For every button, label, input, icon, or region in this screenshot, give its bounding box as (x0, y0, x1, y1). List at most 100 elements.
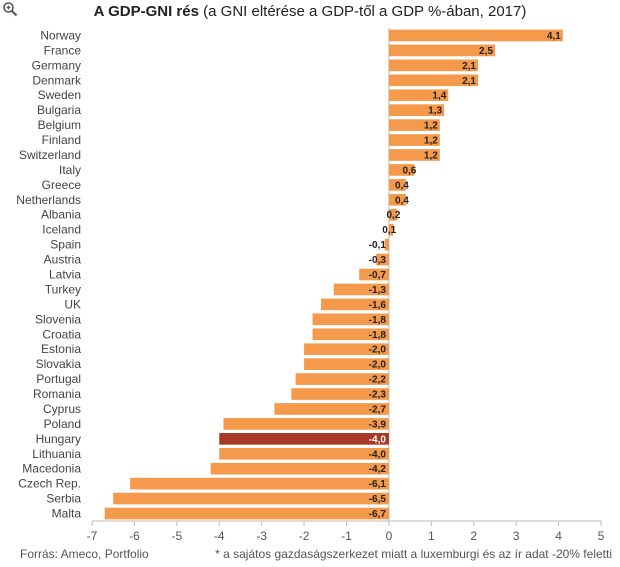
bar (304, 343, 389, 356)
x-tick-label: -4 (214, 529, 225, 543)
data-label: -4,0 (369, 434, 387, 445)
data-label: -6,7 (369, 509, 387, 520)
bar (274, 403, 389, 415)
x-tick-label: 2 (470, 529, 477, 543)
x-tick-label: -6 (129, 529, 140, 543)
bar (388, 74, 478, 87)
data-label: -2,0 (369, 345, 387, 356)
data-label: 0,4 (395, 195, 409, 206)
data-label: 2,1 (462, 76, 476, 87)
data-label: 0,1 (382, 225, 396, 236)
category-label: Slovakia (36, 357, 82, 371)
x-tick-label: 5 (598, 529, 605, 543)
category-label: Norway (40, 28, 81, 42)
category-label: Poland (44, 417, 81, 431)
bar (321, 298, 389, 311)
category-label: Bulgaria (37, 103, 81, 117)
data-label: -6,1 (369, 479, 387, 490)
data-label: 0,2 (386, 210, 400, 221)
bar (223, 418, 389, 430)
data-label: -1,8 (369, 315, 387, 326)
category-label: Czech Rep. (18, 477, 81, 491)
category-label: UK (64, 297, 81, 311)
data-label: -0,3 (369, 255, 387, 266)
data-label: -4,0 (369, 449, 387, 460)
x-tick-label: 4 (555, 529, 562, 543)
source-note: Forrás: Ameco, Portfolio (20, 547, 149, 561)
bar-highlight (219, 433, 389, 445)
category-label: Serbia (46, 492, 81, 506)
x-tick-label: 1 (428, 529, 435, 543)
category-label: Spain (50, 238, 81, 252)
bar (384, 238, 389, 251)
bar (388, 59, 478, 72)
bar (333, 283, 389, 296)
bar (295, 373, 389, 385)
bar (388, 149, 440, 161)
data-label: -6,5 (369, 494, 387, 505)
category-label: Greece (42, 178, 82, 192)
chart-title-bold: A GDP-GNI rés (93, 3, 199, 20)
bar (388, 208, 398, 221)
bar (388, 44, 495, 57)
category-label: Austria (44, 253, 82, 267)
data-label: 0,6 (402, 165, 416, 176)
x-tick-label: 3 (513, 529, 520, 543)
category-label: Italy (59, 163, 81, 177)
chart-footer: Forrás: Ameco, Portfolio * a sajátos gaz… (20, 547, 612, 563)
bar (304, 358, 389, 370)
category-label: Cyprus (43, 402, 81, 416)
category-label: Belgium (38, 118, 81, 132)
bar (219, 447, 389, 460)
x-tick-label: -5 (171, 529, 182, 543)
bar (388, 164, 415, 176)
bar (312, 313, 389, 326)
category-label: Iceland (42, 223, 81, 237)
magnifier-plus-icon[interactable] (2, 1, 18, 17)
x-tick-label: -2 (299, 529, 310, 543)
category-label: Portugal (36, 372, 81, 386)
data-label: 2,1 (462, 61, 476, 72)
category-label: Albania (41, 208, 81, 222)
category-label: Romania (33, 387, 81, 401)
category-label: France (44, 43, 82, 57)
bar (104, 507, 389, 520)
bar (388, 29, 563, 42)
x-tick-label: -3 (256, 529, 267, 543)
chart-title-subtitle: (a GNI eltérése a GDP-től a GDP %-ában, … (203, 3, 527, 20)
category-label: Latvia (49, 268, 81, 282)
bar (388, 179, 406, 191)
data-label: -1,3 (369, 285, 387, 296)
category-label: Sweden (38, 88, 81, 102)
data-label: 0,4 (395, 180, 409, 191)
bar (291, 388, 389, 400)
data-label: 2,5 (479, 46, 493, 57)
category-label: Denmark (32, 73, 82, 87)
bar (388, 134, 440, 146)
category-label: Lithuania (32, 447, 81, 461)
bar (130, 477, 389, 490)
x-tick-label: -1 (341, 529, 352, 543)
data-label: -3,9 (369, 419, 387, 430)
data-label: -4,2 (369, 464, 387, 475)
category-label: Finland (42, 133, 81, 147)
x-tick-label: -7 (87, 529, 98, 543)
bar (376, 253, 389, 266)
category-label: Macedonia (22, 462, 81, 476)
bar (388, 89, 449, 102)
category-label: Estonia (41, 342, 81, 356)
bar (388, 223, 394, 236)
category-label: Germany (32, 58, 81, 72)
data-label: -2,2 (369, 375, 387, 386)
bar (113, 492, 389, 505)
data-label: -0,7 (369, 270, 387, 281)
bar (210, 462, 389, 475)
data-label: -0,1 (369, 240, 387, 251)
data-label: 4,1 (547, 31, 561, 42)
data-label: -1,8 (369, 330, 387, 341)
footnote: * a sajátos gazdaságszerkezet miatt a lu… (215, 547, 612, 561)
category-label: Turkey (45, 282, 81, 296)
data-label: 1,3 (428, 106, 442, 117)
data-label: -2,3 (369, 390, 387, 401)
data-label: -2,7 (369, 404, 387, 415)
